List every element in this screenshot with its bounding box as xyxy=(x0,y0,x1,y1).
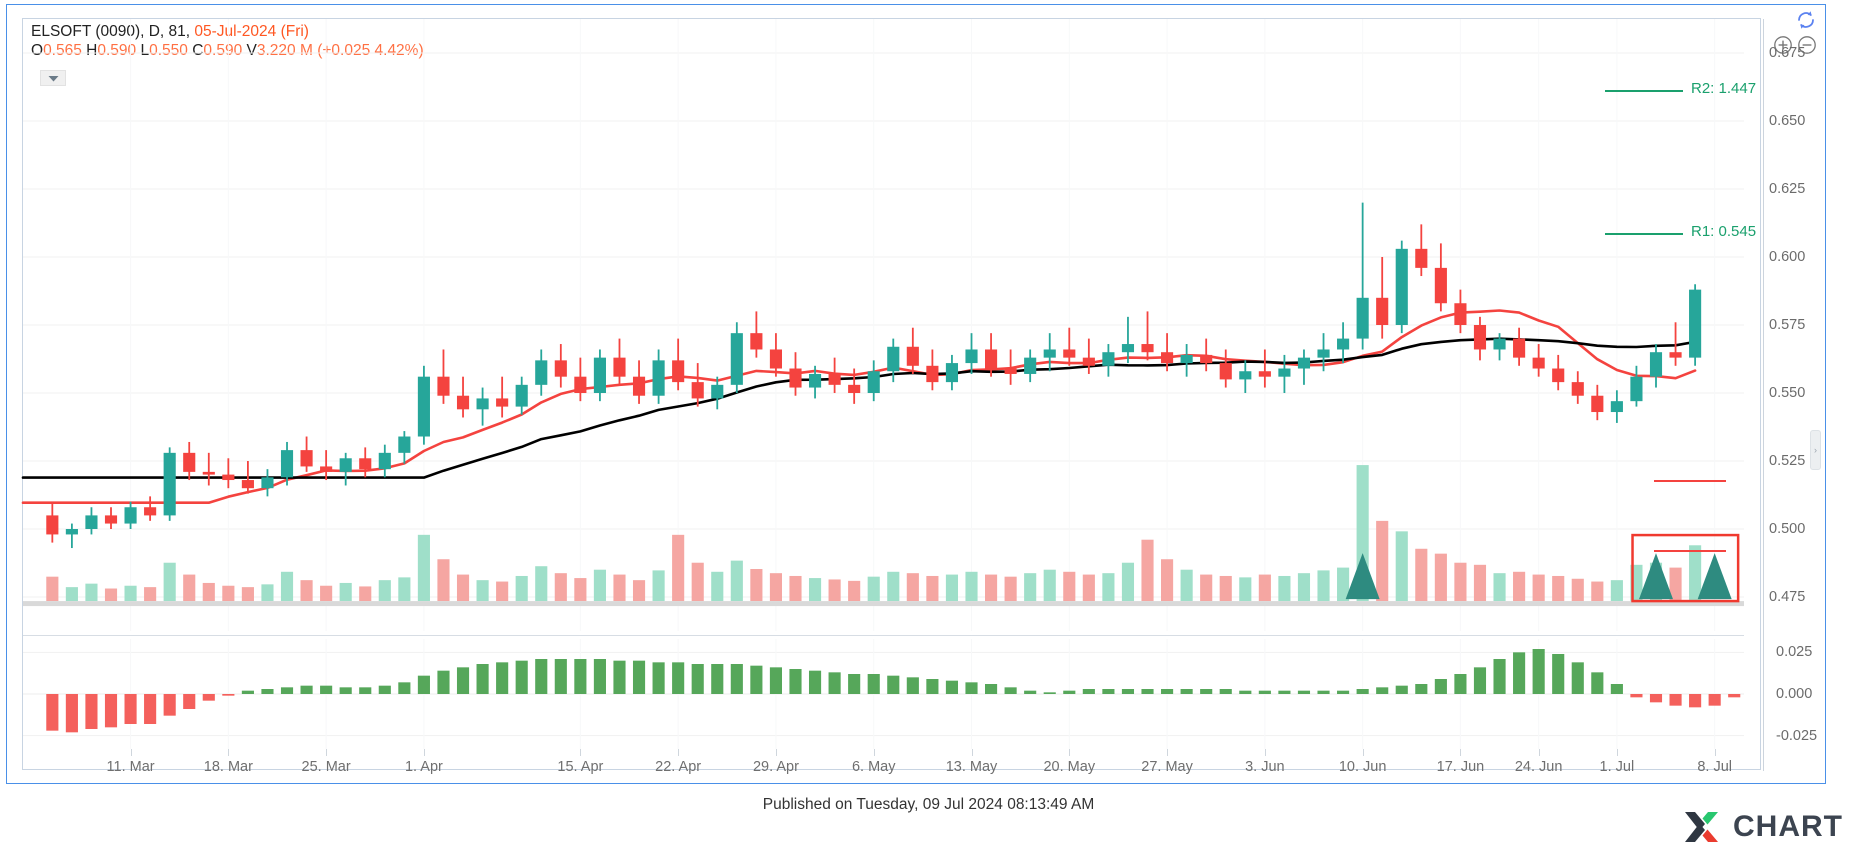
date-axis-tickmark xyxy=(1069,749,1071,756)
macd-axis-tick: 0.025 xyxy=(1776,644,1813,661)
price-axis-tick: 0.500 xyxy=(1769,521,1806,537)
zoom-out-button[interactable] xyxy=(1797,35,1817,55)
date-axis-tickmark xyxy=(971,749,973,756)
chart-legend: ELSOFT (0090), D, 81, 05-Jul-2024 (Fri) … xyxy=(31,22,424,60)
volume-up-marker xyxy=(1638,553,1673,600)
date-axis-tickmark xyxy=(228,749,230,756)
legend-volume-value: 3.220 M xyxy=(256,42,313,59)
side-panel-handle[interactable]: › xyxy=(1810,430,1821,470)
date-axis-tickmark xyxy=(326,749,328,756)
date-axis-tickmark xyxy=(873,749,875,756)
date-axis-tickmark xyxy=(1616,749,1618,756)
resistance-line xyxy=(1605,90,1683,92)
date-axis-label: 8. Jul xyxy=(1697,759,1732,775)
date-axis-tickmark xyxy=(775,749,777,756)
zoom-controls xyxy=(1767,35,1817,55)
legend-close-value: 0.590 xyxy=(203,42,243,59)
legend-date: 05-Jul-2024 (Fri) xyxy=(194,23,309,40)
x-mark-icon xyxy=(1685,812,1718,842)
date-axis-label: 20. May xyxy=(1043,759,1096,775)
volume-up-marker xyxy=(1697,553,1732,600)
macd-axis-tick: -0.025 xyxy=(1776,727,1818,744)
price-axis[interactable]: 0.675 0.650 0.625 0.600 0.575 0.550 0.525 0.500… xyxy=(1763,19,1829,771)
legend-high-value: 0.590 xyxy=(97,42,137,59)
macd-plot xyxy=(23,639,1744,749)
refresh-icon xyxy=(1798,11,1814,29)
date-axis-label: 29. Apr xyxy=(752,759,799,775)
legend-high-label: H xyxy=(86,42,98,59)
price-axis-tick: 0.625 xyxy=(1769,181,1806,197)
xchart-logo: CHART xyxy=(1684,810,1843,844)
date-axis-label: 6. May xyxy=(851,759,896,775)
price-axis-tick: 0.575 xyxy=(1769,317,1806,333)
price-axis-tick: 0.475 xyxy=(1769,589,1806,605)
date-axis-tickmark xyxy=(1362,749,1364,756)
date-axis-label: 22. Apr xyxy=(655,759,702,775)
date-axis-label: 27. May xyxy=(1141,759,1193,775)
zoom-in-icon xyxy=(1774,36,1792,54)
date-axis-label: 15. Apr xyxy=(557,759,604,775)
legend-symbol: ELSOFT (0090), D, 81, xyxy=(31,23,191,40)
date-axis-label: 18. Mar xyxy=(203,759,253,775)
legend-volume-label: V xyxy=(246,42,257,59)
macd-axis-tick: 0.000 xyxy=(1776,686,1813,702)
price-pane[interactable] xyxy=(21,19,1744,631)
signal-highlight-box xyxy=(1631,533,1740,603)
date-axis-tickmark xyxy=(1167,749,1169,756)
legend-open-label: O xyxy=(31,42,44,59)
volume-up-marker xyxy=(1345,553,1380,600)
date-axis-label: 24. Jun xyxy=(1514,759,1563,775)
date-axis-tickmark xyxy=(1714,749,1716,756)
date-axis-label: 11. Mar xyxy=(106,759,155,775)
date-axis-label: 1. Jul xyxy=(1599,759,1635,775)
chart-inner-border xyxy=(22,18,1761,770)
date-axis[interactable]: 11. Mar 18. Mar 25. Mar 1. Apr 15. Apr 22. Ap… xyxy=(23,749,1744,783)
date-axis-label: 3. Jun xyxy=(1245,759,1285,775)
date-axis-tickmark xyxy=(130,749,132,756)
price-axis-tick: 0.525 xyxy=(1769,453,1806,469)
price-axis-tick: 0.675 xyxy=(1769,45,1806,61)
date-axis-tickmark xyxy=(1538,749,1540,756)
date-axis-tickmark xyxy=(1460,749,1462,756)
chevron-down-icon xyxy=(48,75,58,81)
resistance-line xyxy=(1605,233,1683,235)
legend-low-value: 0.550 xyxy=(149,42,188,59)
chart-options-dropdown[interactable] xyxy=(40,70,66,86)
logo-text: CHART xyxy=(1733,810,1843,843)
chart-frame: ELSOFT (0090), D, 81, 05-Jul-2024 (Fri) … xyxy=(6,4,1826,784)
legend-close-label: C xyxy=(192,42,204,59)
resistance-label: R2: 1.447 xyxy=(1691,80,1757,97)
resistance-label: R1: 0.545 xyxy=(1691,223,1757,240)
price-axis-tick: 0.650 xyxy=(1769,113,1806,129)
legend-open-value: 0.565 xyxy=(43,42,82,59)
macd-pane[interactable] xyxy=(23,639,1744,749)
legend-change: (+0.025 4.42%) xyxy=(317,42,424,59)
date-axis-tickmark xyxy=(423,749,425,756)
zoom-in-button[interactable] xyxy=(1773,35,1793,55)
date-axis-label: 1. Apr xyxy=(404,759,443,775)
date-axis-label: 25. Mar xyxy=(301,759,351,775)
price-axis-tick: 0.600 xyxy=(1769,249,1806,265)
date-axis-tickmark xyxy=(580,749,582,756)
refresh-button[interactable] xyxy=(1795,9,1817,31)
date-axis-label: 13. May xyxy=(945,759,998,775)
price-plot xyxy=(21,19,1744,631)
price-axis-tick: 0.550 xyxy=(1769,385,1806,401)
legend-low-label: L xyxy=(140,42,150,59)
side-handle-chevron-icon: › xyxy=(1814,445,1817,455)
date-axis-tickmark xyxy=(1264,749,1266,756)
date-axis-label: 17. Jun xyxy=(1436,759,1485,775)
zoom-out-icon xyxy=(1798,36,1816,54)
published-timestamp: Published on Tuesday, 09 Jul 2024 08:13:… xyxy=(762,796,1095,813)
pane-divider xyxy=(23,635,1744,636)
date-axis-tickmark xyxy=(678,749,680,756)
date-axis-label: 10. Jun xyxy=(1338,759,1387,775)
